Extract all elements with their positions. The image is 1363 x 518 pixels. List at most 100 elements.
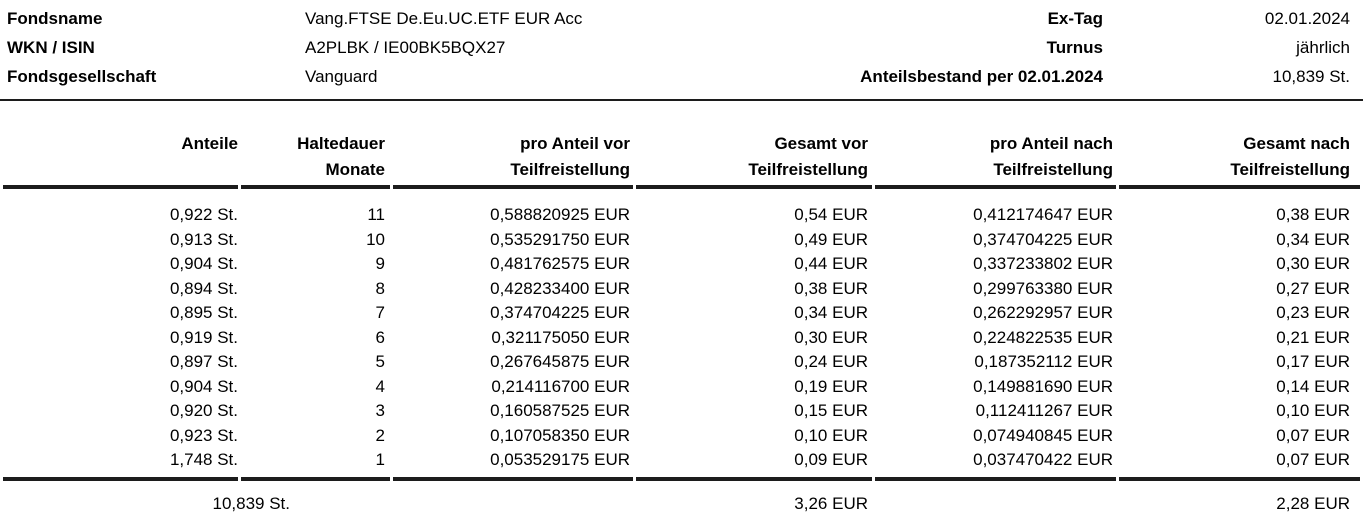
cell-pro-anteil-vor: 0,535291750 EUR (490, 229, 630, 249)
cell-gesamt-vor: 0,54 EUR (794, 205, 868, 224)
cell-haltedauer: 10 (366, 229, 385, 249)
wkn-isin-label: WKN / ISIN (7, 38, 95, 57)
cell-gesamt-nach: 0,17 EUR (1276, 352, 1350, 371)
total-anteile-value: 10,839 St. (212, 493, 290, 513)
cell-anteile: 0,897 St. (169, 352, 238, 371)
cell-pro-anteil-vor: 0,160587525 EUR (490, 401, 630, 420)
cell-gesamt-vor: 0,38 EUR (794, 278, 868, 298)
cell-pro-anteil-nach: 0,374704225 EUR (973, 229, 1113, 249)
table-row: 0,904 St. 9 0,481762575 EUR 0,44 EUR 0,33723… (3, 252, 1360, 277)
cell-gesamt-nach: 0,27 EUR (1276, 278, 1350, 298)
table-row: 0,895 St. 7 0,374704225 EUR 0,34 EUR 0,26229… (3, 301, 1360, 326)
col-header-line: Teilfreistellung (1230, 160, 1350, 179)
header-row: Anteile Haltedauer Monate pro Anteil vor T… (3, 101, 1360, 189)
cell-anteile: 0,920 St. (169, 401, 238, 420)
fondsname-value: Vang.FTSE De.Eu.UC.ETF EUR Acc (305, 9, 583, 28)
cell-gesamt-nach: 0,07 EUR (1276, 450, 1350, 469)
col-header-line: Monate (325, 160, 386, 179)
ex-tag-value: 02.01.2024 (1264, 9, 1350, 28)
cell-pro-anteil-nach: 0,074940845 EUR (973, 425, 1113, 445)
cell-pro-anteil-nach: 0,337233802 EUR (973, 254, 1113, 273)
cell-haltedauer: 8 (375, 278, 385, 298)
cell-anteile: 0,904 St. (169, 254, 238, 273)
cell-anteile: 1,748 St. (169, 450, 238, 469)
cell-pro-anteil-nach: 0,112411267 EUR (975, 401, 1113, 420)
cell-haltedauer: 7 (375, 303, 385, 322)
col-header-line: Haltedauer (297, 134, 385, 153)
cell-pro-anteil-nach: 0,187352112 EUR (974, 352, 1113, 371)
fund-info-header: Fondsname Vang.FTSE De.Eu.UC.ETF EUR Acc… (0, 0, 1363, 101)
cell-gesamt-vor: 0,10 EUR (794, 425, 868, 445)
table-row: 0,913 St. 10 0,535291750 EUR 0,49 EUR 0,3747… (3, 228, 1360, 253)
table-row: 0,919 St. 6 0,321175050 EUR 0,30 EUR 0,22482… (3, 326, 1360, 351)
cell-gesamt-nach: 0,14 EUR (1276, 376, 1350, 396)
cell-pro-anteil-vor: 0,107058350 EUR (490, 425, 630, 445)
cell-haltedauer: 3 (375, 401, 385, 420)
cell-haltedauer: 6 (375, 327, 385, 347)
table-row: 0,904 St. 4 0,214116700 EUR 0,19 EUR 0,14988… (3, 375, 1360, 400)
cell-gesamt-nach: 0,10 EUR (1276, 401, 1350, 420)
total-gesamt-nach: 2,28 EUR (1119, 476, 1360, 516)
table-row: 0,920 St. 3 0,160587525 EUR 0,15 EUR 0,11241… (3, 399, 1360, 424)
turnus-value: jährlich (1296, 38, 1350, 57)
cell-haltedauer: 11 (367, 205, 385, 224)
cell-pro-anteil-nach: 0,412174647 EUR (973, 205, 1113, 224)
cell-pro-anteil-nach: 0,037470422 EUR (973, 450, 1113, 469)
total-anteile: 10,839 St. (3, 476, 290, 516)
info-row-fondsname: Fondsname Vang.FTSE De.Eu.UC.ETF EUR Acc… (7, 4, 1350, 33)
ex-tag-label: Ex-Tag (1047, 9, 1103, 28)
anteilsbestand-label: Anteilsbestand per 02.01.2024 (860, 67, 1103, 86)
cell-pro-anteil-vor: 0,214116700 EUR (491, 376, 630, 396)
col-header-pro-anteil-vor: pro Anteil vor Teilfreistellung (393, 101, 633, 189)
table-row: 0,923 St. 2 0,107058350 EUR 0,10 EUR 0,07494… (3, 424, 1360, 449)
table-totals: 10,839 St. 3,26 EUR 2,28 EUR (3, 476, 1360, 516)
fondsname-label: Fondsname (7, 9, 103, 28)
cell-pro-anteil-vor: 0,267645875 EUR (490, 352, 630, 371)
col-header-gesamt-vor: Gesamt vor Teilfreistellung (636, 101, 872, 189)
cell-anteile: 0,923 St. (169, 425, 238, 445)
col-header-line: Teilfreistellung (748, 160, 868, 179)
info-row-wkn-isin: WKN / ISIN A2PLBK / IE00BK5BQX27 Turnus … (7, 33, 1350, 62)
fondsgesellschaft-value: Vanguard (305, 67, 378, 86)
cell-gesamt-vor: 0,44 EUR (794, 254, 868, 273)
anteilsbestand-value: 10,839 St. (1272, 67, 1350, 86)
cell-anteile: 0,894 St. (169, 278, 238, 298)
table-row: 0,894 St. 8 0,428233400 EUR 0,38 EUR 0,29976… (3, 277, 1360, 302)
cell-gesamt-nach: 0,38 EUR (1276, 205, 1350, 224)
table-row: 0,922 St. 11 0,588820925 EUR 0,54 EUR 0,4121… (3, 189, 1360, 228)
cell-gesamt-vor: 0,30 EUR (794, 327, 868, 347)
cell-anteile: 0,922 St. (169, 205, 238, 224)
col-header-line: Anteile (181, 134, 238, 153)
total-gesamt-vor: 3,26 EUR (636, 476, 872, 516)
cell-gesamt-nach: 0,30 EUR (1276, 254, 1350, 273)
info-row-fondsgesellschaft: Fondsgesellschaft Vanguard Anteilsbestan… (7, 62, 1350, 91)
table-row: 1,748 St. 1 0,053529175 EUR 0,09 EUR 0,03747… (3, 448, 1360, 477)
cell-pro-anteil-nach: 0,149881690 EUR (973, 376, 1113, 396)
col-header-line: pro Anteil nach (989, 134, 1113, 153)
cell-pro-anteil-vor: 0,588820925 EUR (490, 205, 630, 224)
cell-pro-anteil-vor: 0,321175050 EUR (491, 327, 630, 347)
cell-pro-anteil-vor: 0,053529175 EUR (490, 450, 630, 469)
total-pro-anteil-vor-empty (393, 476, 633, 516)
cell-pro-anteil-vor: 0,374704225 EUR (490, 303, 630, 322)
cell-gesamt-nach: 0,21 EUR (1276, 327, 1350, 347)
cell-haltedauer: 1 (375, 450, 385, 469)
cell-gesamt-nach: 0,23 EUR (1276, 303, 1350, 322)
vorabpauschale-table: Anteile Haltedauer Monate pro Anteil vor T… (0, 101, 1363, 516)
wkn-isin-value: A2PLBK / IE00BK5BQX27 (305, 38, 506, 57)
fondsgesellschaft-label: Fondsgesellschaft (7, 67, 157, 86)
col-header-line: Gesamt vor (774, 134, 868, 153)
cell-anteile: 0,904 St. (169, 376, 238, 396)
col-header-haltedauer-monate: Haltedauer Monate (241, 101, 390, 189)
table-body: 0,922 St. 11 0,588820925 EUR 0,54 EUR 0,4121… (3, 189, 1360, 477)
table-row: 0,897 St. 5 0,267645875 EUR 0,24 EUR 0,18735… (3, 350, 1360, 375)
cell-gesamt-vor: 0,24 EUR (794, 352, 868, 371)
total-pro-anteil-nach-empty (875, 476, 1116, 516)
cell-anteile: 0,895 St. (169, 303, 238, 322)
cell-haltedauer: 4 (375, 376, 385, 396)
col-header-line: Teilfreistellung (993, 160, 1113, 179)
cell-pro-anteil-nach: 0,262292957 EUR (973, 303, 1113, 322)
cell-gesamt-vor: 0,15 EUR (794, 401, 868, 420)
cell-pro-anteil-vor: 0,428233400 EUR (490, 278, 630, 298)
